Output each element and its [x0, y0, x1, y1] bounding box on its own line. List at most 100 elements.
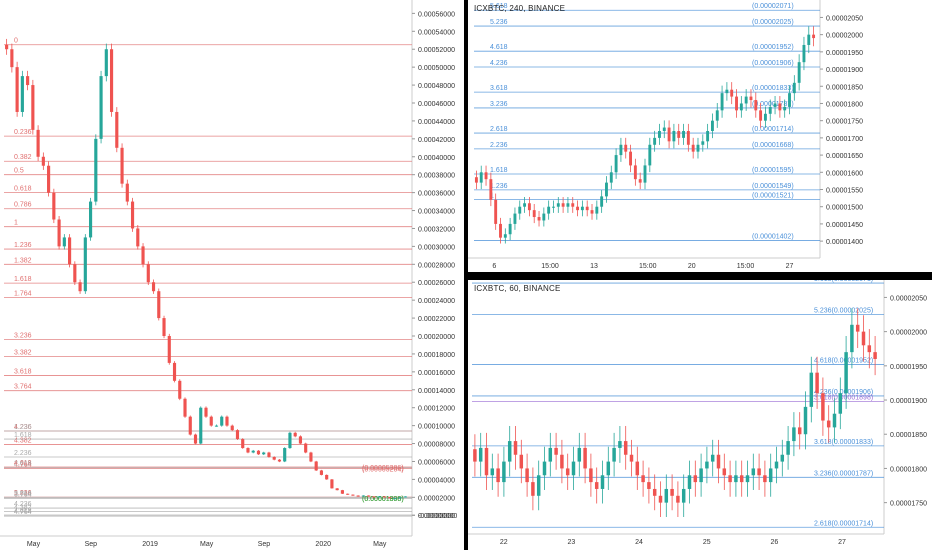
candle-body [225, 416, 229, 426]
candle-body [609, 172, 613, 183]
candle-body [496, 468, 500, 483]
candle-body [652, 488, 657, 496]
y-tick-label: 0.00002050 [826, 15, 863, 22]
candle-body [633, 165, 637, 180]
y-tick-label: 0.00002000 [418, 495, 455, 502]
fib-level-label: 1.618 [14, 432, 32, 439]
candle-body [10, 49, 14, 68]
chart-panel-daily[interactable]: 0.00056000 0.00054000 0.00052000 0.00050000… [0, 0, 464, 550]
x-tick-label: 25 [703, 539, 711, 546]
candle-body [716, 454, 721, 469]
candle-body [157, 291, 161, 319]
candle-body [691, 144, 695, 152]
x-tick-label: 15:00 [639, 263, 657, 270]
y-tick-label: 0.00022000 [418, 316, 455, 323]
y-tick-label: 0.00001800 [890, 466, 927, 473]
candle-body [687, 475, 692, 489]
x-tick-label: Sep [258, 541, 271, 548]
candle-body [372, 496, 376, 498]
y-tick-label: 0.00024000 [418, 298, 455, 305]
chart-title-60: ICXBTC, 60, BINANCE [474, 284, 561, 293]
chart-svg-60[interactable]: 0.00002050 0.00002000 0.00001950 0.00001900… [468, 280, 932, 550]
fib-level-label: 3.764 [14, 384, 32, 391]
candle-body [619, 144, 623, 156]
chart-svg-daily[interactable]: 0.00056000 0.00054000 0.00052000 0.00050000… [0, 0, 464, 550]
y-tick-label: 0.00002000 [826, 33, 863, 40]
candle-body [162, 318, 166, 337]
candle-body [5, 44, 9, 50]
chart-title-240: ICXBTC, 240, BINANCE [474, 4, 566, 13]
fib-price-tag: (0.00001402) [752, 233, 794, 240]
candle-body [474, 177, 478, 183]
y-tick-label: 0.00034000 [418, 209, 455, 216]
candle-body [230, 425, 234, 431]
chart-panel-240[interactable]: 0.00002050 0.00002000 0.00001950 0.00001900… [468, 0, 932, 272]
candle-body [722, 468, 727, 476]
candle-body [812, 34, 816, 39]
candle-body [600, 475, 605, 489]
candle-body [589, 468, 593, 483]
candle-body [861, 331, 866, 346]
fib-level-label: 1.236 [14, 424, 32, 431]
candle-body [710, 120, 714, 131]
fib-price-tag: (0.00001787) [752, 101, 794, 108]
chart-svg-240[interactable]: 0.00002050 0.00002000 0.00001950 0.00001900… [468, 0, 932, 272]
y-tick-label: 0.00006000 [418, 459, 455, 466]
fib-level-label: 2.618 [14, 461, 32, 468]
y-tick-label: 0.00040000 [418, 155, 455, 162]
candle-body [577, 447, 582, 462]
fib-level-label: 3.618 [490, 85, 508, 92]
candle-body [479, 172, 483, 183]
chart-panel-60[interactable]: 0.00002050 0.00002000 0.00001950 0.00001900… [468, 280, 932, 550]
y-tick-label: 0.00020000 [418, 334, 455, 341]
x-tick-label: May [200, 541, 214, 548]
candle-body [62, 237, 66, 247]
fib-level-label: 0.5 [14, 168, 24, 175]
candle-body [561, 203, 565, 207]
candle-body [788, 93, 791, 107]
y-tick-label: 0.00038000 [418, 173, 455, 180]
candle-body [335, 488, 339, 491]
y-tick-label: 0.00008000 [418, 442, 455, 449]
candle-body [288, 432, 292, 449]
fib-price-tag: (0.00001549) [752, 183, 794, 190]
fib-level-label: 3.618(0.00001833) [814, 439, 873, 446]
candle-body [618, 441, 622, 448]
candle-body [641, 475, 645, 483]
fib-level-label: 4.618 [14, 508, 32, 515]
x-tick-label: 13 [590, 263, 598, 270]
candle-body [699, 468, 703, 483]
candle-body [583, 447, 587, 469]
candle-body [298, 436, 303, 444]
candle-body [115, 111, 119, 148]
fib-level-label: 3.382 [14, 350, 32, 357]
candle-body [590, 210, 594, 214]
fib-level-label: 0.786 [14, 202, 32, 209]
candle-body [246, 448, 250, 453]
candle-body [751, 468, 756, 476]
candle-body [728, 475, 732, 483]
candle-body [513, 213, 517, 224]
y-tick-label: 0.00044000 [418, 119, 455, 126]
fib-level-label: 3.764 [14, 491, 32, 498]
candle-body [94, 138, 98, 202]
candle-body [542, 461, 547, 476]
candle-body [88, 201, 93, 238]
y-tick-label: 0.00001900 [826, 67, 863, 74]
candle-body [47, 165, 51, 193]
fib-price-tag: (0.00001833) [752, 85, 794, 92]
x-tick-label: Sep [85, 541, 98, 548]
candle-body [519, 454, 524, 469]
candle-body [304, 443, 308, 453]
y-tick-label: 0.00001750 [890, 501, 927, 508]
candle-body [681, 488, 686, 503]
y-tick-label: 0.00056000 [418, 11, 455, 18]
candle-body [484, 172, 488, 180]
y-tick-label: 0.00001950 [890, 364, 927, 371]
y-tick-label: 0.00036000 [418, 191, 455, 198]
y-tick-label: 0.00004000 [418, 477, 455, 484]
fib-price-tag: (0.00001521) [752, 192, 794, 199]
candle-body [267, 452, 271, 457]
fib-price-tag: (0.00001714) [752, 126, 794, 133]
candle-body [585, 206, 589, 211]
